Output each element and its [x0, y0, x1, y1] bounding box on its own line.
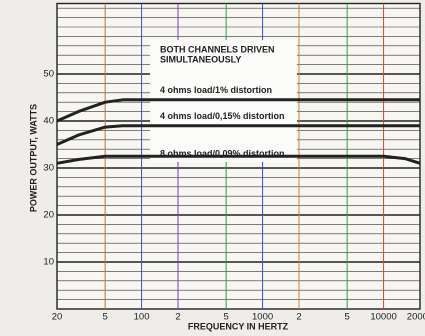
x-tick-label: 5	[345, 312, 350, 323]
x-tick-label: 2	[175, 312, 180, 323]
series-line	[56, 154, 421, 165]
x-axis-label: FREQUENCY IN HERTZ	[188, 321, 289, 331]
y-tick-label: 10	[43, 257, 54, 268]
x-tick-label: 20000	[407, 312, 425, 323]
x-tick-label: 1000	[252, 312, 273, 323]
x-tick-label: 20	[52, 312, 63, 323]
series-label: 8 ohms load/0,09% distortion	[160, 149, 285, 159]
series-label: 4 ohms load/0,15% distortion	[160, 111, 285, 121]
x-tick-label: 5	[103, 312, 108, 323]
y-tick-label: 30	[43, 163, 54, 174]
series-line	[56, 98, 420, 123]
x-tick-label: 5	[224, 312, 229, 323]
x-tick-label: 100	[134, 312, 150, 323]
y-tick-label: 50	[43, 69, 54, 80]
y-axis-label: POWER OUTPUT, WATTS	[28, 104, 38, 212]
x-tick-label: 10000	[370, 312, 396, 323]
annotation: BOTH CHANNELS DRIVEN	[160, 44, 275, 54]
y-tick-label: 20	[43, 210, 54, 221]
y-tick-label: 40	[43, 116, 54, 127]
series-line	[56, 124, 420, 146]
annotation: SIMULTANEOUSLY	[160, 54, 241, 64]
series-label: 4 ohms load/1% distortion	[160, 85, 272, 95]
x-tick-label: 2	[296, 312, 301, 323]
